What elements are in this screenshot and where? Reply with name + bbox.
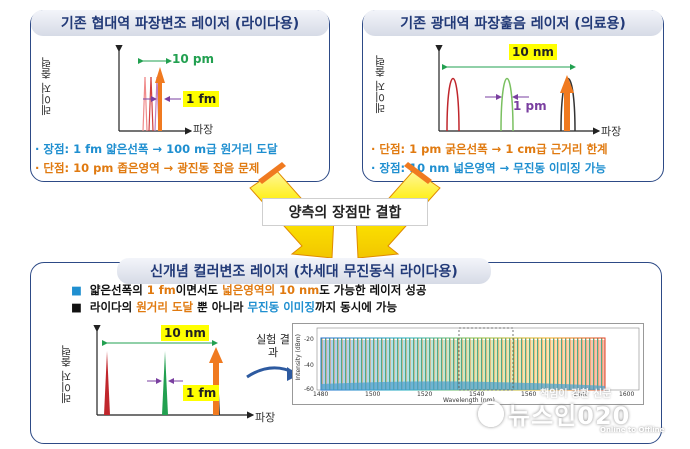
spectrum-x-tick-2: 1500 — [365, 391, 381, 398]
narrow-pro-text: · 장점: 1 fm 얇은선폭 → 100 m급 원거리 도달 — [35, 142, 278, 156]
narrow-peak-3 — [154, 76, 158, 132]
narrow-peak-2 — [148, 76, 152, 132]
new-line-2-pre: 라이다의 — [89, 300, 137, 314]
new-line-2: ■ 라이다의 원거리 도달 뿐 아니라 무진동 이미징까지 동시에 가능 — [71, 299, 397, 315]
new-line-1-pre: 얇은선폭의 — [89, 283, 147, 297]
wide-orange-arrow-shaft — [564, 91, 570, 131]
measured-spectrum: Intensity (dBm) -20 -40 -60 1480 1500 15… — [292, 323, 644, 405]
narrow-x-axis-label: 파장 — [193, 123, 214, 136]
spectrum-x-tick-3: 1520 — [417, 391, 433, 398]
new-line-1-hl1: 1 fm — [146, 283, 176, 297]
narrow-peak-1 — [142, 76, 146, 132]
new-peak-green — [162, 351, 168, 415]
spectrum-y-tick-1: -20 — [304, 336, 314, 343]
watermark-tagline: 책임이 강한 신문 — [540, 389, 612, 400]
narrow-orange-arrow-shaft — [158, 81, 162, 131]
new-peak-red — [104, 351, 110, 415]
new-x-axis-label: 파장 — [255, 411, 276, 424]
new-line-1-bullet: ■ — [71, 283, 82, 297]
experiment-label: 실험 결과 — [256, 333, 290, 359]
wide-peak-red — [446, 78, 460, 132]
spectrum-zoom-box — [458, 327, 514, 391]
spectrum-x-tick-1: 1480 — [313, 391, 329, 398]
wide-spectrum-diagram — [435, 45, 601, 135]
spectrum-x-tick-5: 1560 — [521, 391, 537, 398]
wide-range-label: 10 nm — [509, 44, 557, 60]
new-line-1-post: 도 가능한 레이저 성공 — [319, 283, 427, 297]
spectrum-x-tick-6: 1580 — [573, 391, 589, 398]
new-orange-arrow-head — [209, 347, 223, 363]
panel-new-title-text: 신개념 컬러변조 레이저 (차세대 무진동식 라이다용) — [150, 264, 458, 280]
spectrum-y-tick-2: -40 — [304, 362, 314, 369]
combine-callout: 양측의 장점만 결합 — [262, 198, 428, 226]
narrow-con-text: · 단점: 10 pm 좁은영역 → 광진동 잡음 문제 — [35, 161, 260, 175]
watermark-logo-icon — [478, 400, 504, 427]
spectrum-plot — [316, 327, 640, 391]
wide-con-text: · 단점: 1 pm 굵은선폭 → 1 cm급 근거리 한계 — [371, 142, 608, 156]
wide-x-axis-label: 파장 — [601, 125, 622, 138]
wide-pro-text: · 장점: 10 nm 넓은영역 → 무진동 이미징 가능 — [371, 161, 606, 175]
watermark-brand-text: 뉴스인020 — [508, 402, 631, 430]
new-line-2-hl1: 원거리 도달 — [136, 300, 194, 314]
new-line-1: ■ 얇은선폭의 1 fm이면서도 넓은영역의 10 nm도 가능한 레이저 성공 — [71, 282, 426, 298]
wide-orange-arrow-head — [560, 75, 574, 93]
new-width-label: 1 fm — [183, 385, 220, 401]
spectrum-x-title: Wavelength (nm) — [443, 397, 495, 404]
wide-peak-green — [500, 78, 514, 132]
new-line-2-hl2: 무진동 이미징 — [247, 300, 315, 314]
panel-narrow-title: 기존 협대역 파장변조 레이저 (라이다용) — [31, 10, 329, 36]
wide-width-label: 1 pm — [513, 99, 547, 113]
watermark-sub: Online to Offline — [600, 426, 665, 434]
spectrum-noise-floor — [321, 381, 605, 390]
new-line-2-mid: 뿐 아니라 — [193, 300, 248, 314]
narrow-width-label: 1 fm — [183, 91, 220, 107]
new-line-2-post: 까지 동시에 가능 — [314, 300, 398, 314]
spectrum-x-tick-7: 1600 — [619, 391, 635, 398]
panel-new-title: 신개념 컬러변조 레이저 (차세대 무진동식 라이다용) — [117, 258, 491, 284]
panel-wide-title: 기존 광대역 파장훑음 레이저 (의료용) — [363, 10, 663, 36]
new-line-1-mid: 이면서도 — [175, 283, 223, 297]
spectrum-x-tick-4: 1540 — [469, 391, 485, 398]
spectrum-y-tick-3: -60 — [304, 386, 314, 393]
new-line-1-hl2: 넓은영역의 10 nm — [222, 283, 320, 297]
narrow-orange-arrow-head — [155, 67, 165, 83]
panel-narrow-band: 기존 협대역 파장변조 레이저 (라이다용) 레이저 출력 파장 10 pm 1… — [30, 10, 330, 182]
watermark-brand: 뉴스인020 — [478, 396, 630, 431]
narrow-spectrum-diagram — [115, 45, 193, 135]
panel-wide-band: 기존 광대역 파장훑음 레이저 (의료용) 레이저 출력 파장 10 nm 1 … — [362, 10, 664, 182]
new-line-2-bullet: ■ — [71, 300, 82, 314]
spectrum-peak-lines — [320, 337, 606, 391]
narrow-range-label: 10 pm — [172, 52, 214, 66]
new-range-label: 10 nm — [161, 325, 209, 341]
